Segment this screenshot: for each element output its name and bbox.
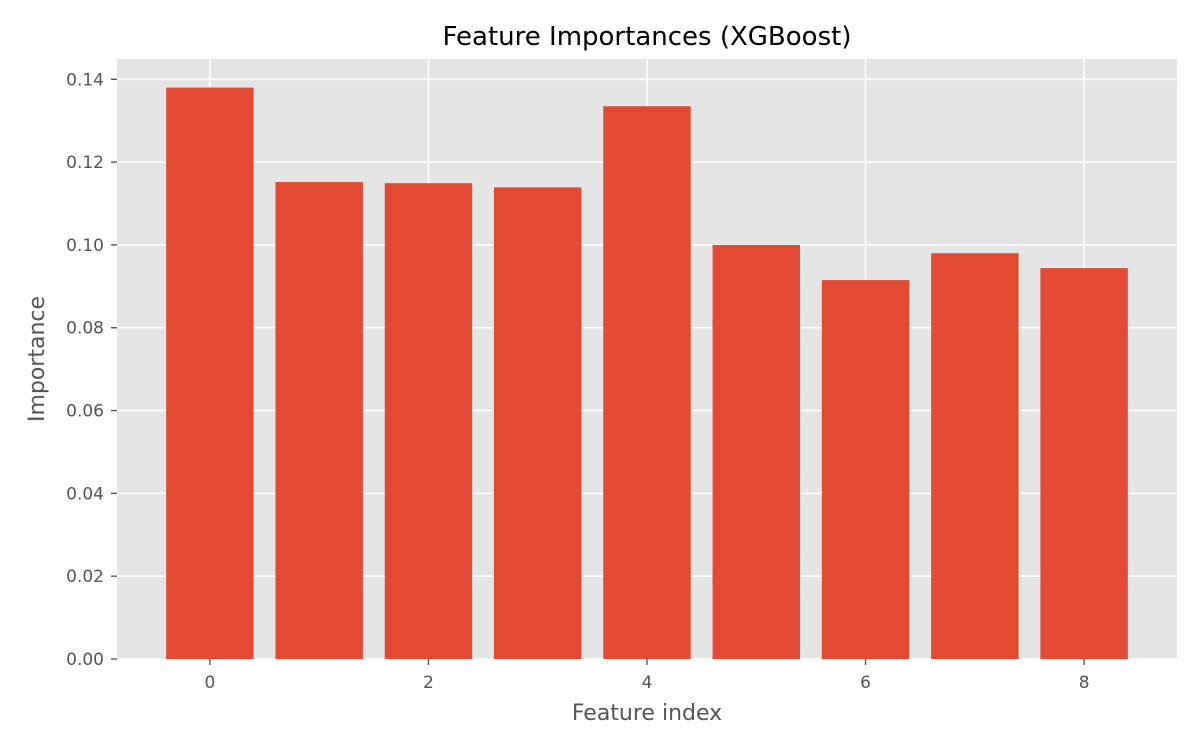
y-tick-label: 0.12	[66, 153, 104, 173]
bar-feature-8	[1040, 268, 1128, 659]
x-tick-label: 4	[642, 673, 653, 693]
y-tick-label: 0.08	[66, 319, 104, 339]
bar-feature-4	[603, 106, 691, 660]
bar-feature-2	[384, 183, 473, 659]
y-axis-ticks: 0.00 0.02 0.04 0.06 0.08 0.10 0.12 0.14	[66, 70, 117, 670]
bar-feature-5	[712, 244, 800, 659]
x-tick-label: 2	[423, 673, 434, 693]
y-tick-label: 0.04	[66, 484, 104, 504]
bar-feature-1	[275, 181, 363, 659]
chart-title: Feature Importances (XGBoost)	[443, 22, 852, 52]
y-tick-label: 0.02	[66, 567, 104, 587]
bar-feature-3	[494, 187, 582, 660]
y-tick-label: 0.10	[66, 236, 104, 256]
x-tick-label: 0	[204, 673, 215, 693]
y-tick-label: 0.14	[66, 70, 104, 90]
y-axis-label: Importance	[25, 296, 50, 422]
x-tick-label: 6	[860, 673, 871, 693]
x-axis-ticks: 0 2 4 6 8	[204, 659, 1090, 693]
y-tick-label: 0.06	[66, 402, 104, 422]
bar-feature-6	[821, 280, 910, 659]
bar-feature-0	[166, 87, 254, 660]
bars	[166, 87, 1128, 660]
y-tick-label: 0.00	[66, 650, 104, 670]
x-tick-label: 8	[1079, 673, 1090, 693]
bar-feature-7	[931, 253, 1019, 660]
x-axis-label: Feature index	[572, 701, 722, 726]
